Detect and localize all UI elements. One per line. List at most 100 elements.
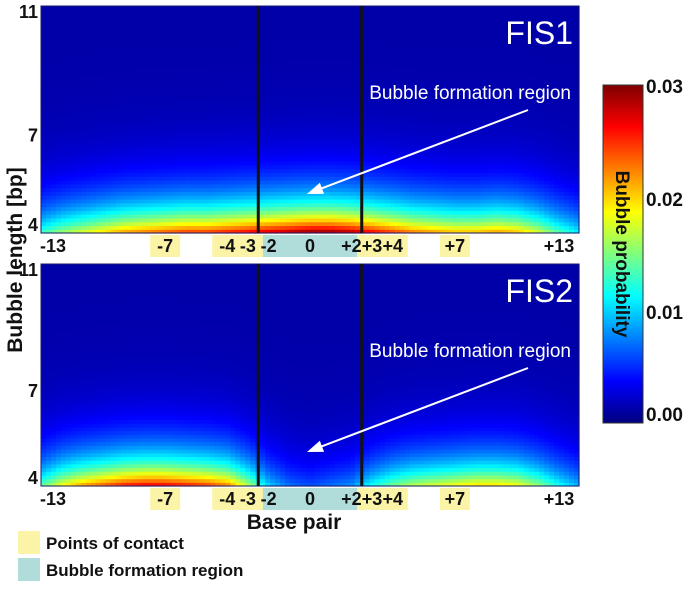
heatmap-cell xyxy=(574,104,580,109)
heatmap-cell xyxy=(379,191,386,196)
heatmap-cell xyxy=(235,74,241,79)
heatmap-cell xyxy=(110,176,117,181)
heatmap-cell xyxy=(514,138,520,143)
heatmap-cell xyxy=(175,168,182,174)
heatmap-cell xyxy=(200,81,206,87)
heatmap-cell xyxy=(364,74,371,79)
heatmap-cell xyxy=(75,104,82,109)
heatmap-cell xyxy=(379,217,386,223)
heatmap-cell xyxy=(215,157,221,162)
heatmap-cell xyxy=(285,176,291,181)
heatmap-cell xyxy=(265,77,271,83)
heatmap-cell xyxy=(135,115,142,121)
heatmap-cell xyxy=(145,206,152,211)
heatmap-cell xyxy=(349,119,356,124)
heatmap-cell xyxy=(494,93,500,98)
heatmap-cell xyxy=(549,74,555,79)
heatmap-cell xyxy=(225,81,231,87)
heatmap-cell xyxy=(424,206,431,211)
heatmap-cell xyxy=(70,157,77,162)
heatmap-cell xyxy=(245,108,251,113)
heatmap-cell xyxy=(215,202,221,208)
heatmap-cell xyxy=(519,70,525,75)
heatmap-cell xyxy=(125,225,132,230)
heatmap-cell xyxy=(444,195,451,200)
heatmap-cell xyxy=(120,153,127,158)
heatmap-cell xyxy=(135,142,142,147)
heatmap-cell xyxy=(534,195,540,200)
heatmap-cell xyxy=(324,191,331,196)
heatmap-cell xyxy=(489,176,495,181)
heatmap-cell xyxy=(310,229,316,234)
heatmap-cell xyxy=(404,183,411,189)
heatmap-cell xyxy=(130,195,137,200)
heatmap-cell xyxy=(41,96,47,102)
heatmap-cell xyxy=(295,58,301,64)
heatmap-cell xyxy=(100,130,107,136)
heatmap-cell xyxy=(459,161,466,166)
heatmap-cell xyxy=(449,206,456,211)
heatmap-cell xyxy=(504,130,510,136)
heatmap-cell xyxy=(484,229,490,234)
heatmap-cell xyxy=(569,183,575,189)
heatmap-cell xyxy=(145,100,152,105)
heatmap-cell xyxy=(409,142,416,147)
heatmap-cell xyxy=(145,149,152,155)
heatmap-cell xyxy=(55,111,62,117)
heatmap-cell xyxy=(369,127,376,132)
heatmap-cell xyxy=(210,77,216,83)
heatmap-cell xyxy=(125,58,132,64)
heatmap-cell xyxy=(215,77,221,83)
heatmap-cell xyxy=(270,191,276,196)
heatmap-cell xyxy=(105,127,112,132)
heatmap-cell xyxy=(50,153,57,158)
heatmap-cell xyxy=(105,119,112,124)
heatmap-cell xyxy=(544,77,550,83)
heatmap-cell xyxy=(479,225,485,230)
heatmap-cell xyxy=(444,89,451,94)
heatmap-cell xyxy=(145,217,152,223)
heatmap-cell xyxy=(379,168,386,174)
heatmap-cell xyxy=(569,214,575,219)
heatmap-cell xyxy=(454,85,461,90)
heatmap-cell xyxy=(95,74,102,79)
heatmap-cell xyxy=(270,217,276,223)
heatmap-cell xyxy=(409,108,416,113)
heatmap-cell xyxy=(90,225,97,230)
heatmap-cell xyxy=(140,55,147,60)
heatmap-cell xyxy=(494,62,500,68)
heatmap-cell xyxy=(245,145,251,151)
heatmap-cell xyxy=(334,138,341,143)
heatmap-cell xyxy=(574,115,580,121)
heatmap-cell xyxy=(85,62,92,68)
heatmap-cell xyxy=(245,58,251,64)
heatmap-cell xyxy=(85,195,92,200)
heatmap-cell xyxy=(235,108,241,113)
heatmap-cell xyxy=(334,225,341,230)
heatmap-cell xyxy=(135,74,142,79)
heatmap-cell xyxy=(434,214,441,219)
heatmap-cell xyxy=(369,70,376,75)
heatmap-cell xyxy=(220,168,226,174)
heatmap-cell xyxy=(275,115,281,121)
heatmap-cell xyxy=(55,221,62,227)
heatmap-cell xyxy=(95,217,102,223)
heatmap-cell xyxy=(115,55,122,60)
heatmap-cell xyxy=(245,119,251,124)
heatmap-cell xyxy=(509,81,515,87)
heatmap-cell xyxy=(100,100,107,105)
heatmap-cell xyxy=(399,214,406,219)
heatmap-cell xyxy=(45,81,52,87)
heatmap-cell xyxy=(105,55,112,60)
heatmap-cell xyxy=(140,157,147,162)
heatmap-cell xyxy=(275,100,281,105)
heatmap-cell xyxy=(409,183,416,189)
heatmap-cell xyxy=(419,210,426,215)
heatmap-cell xyxy=(105,206,112,211)
heatmap-cell xyxy=(499,70,505,75)
heatmap-cell xyxy=(230,225,236,230)
heatmap-cell xyxy=(334,195,341,200)
heatmap-cell xyxy=(285,138,291,143)
heatmap-cell xyxy=(539,149,545,155)
heatmap-cell xyxy=(235,66,241,71)
